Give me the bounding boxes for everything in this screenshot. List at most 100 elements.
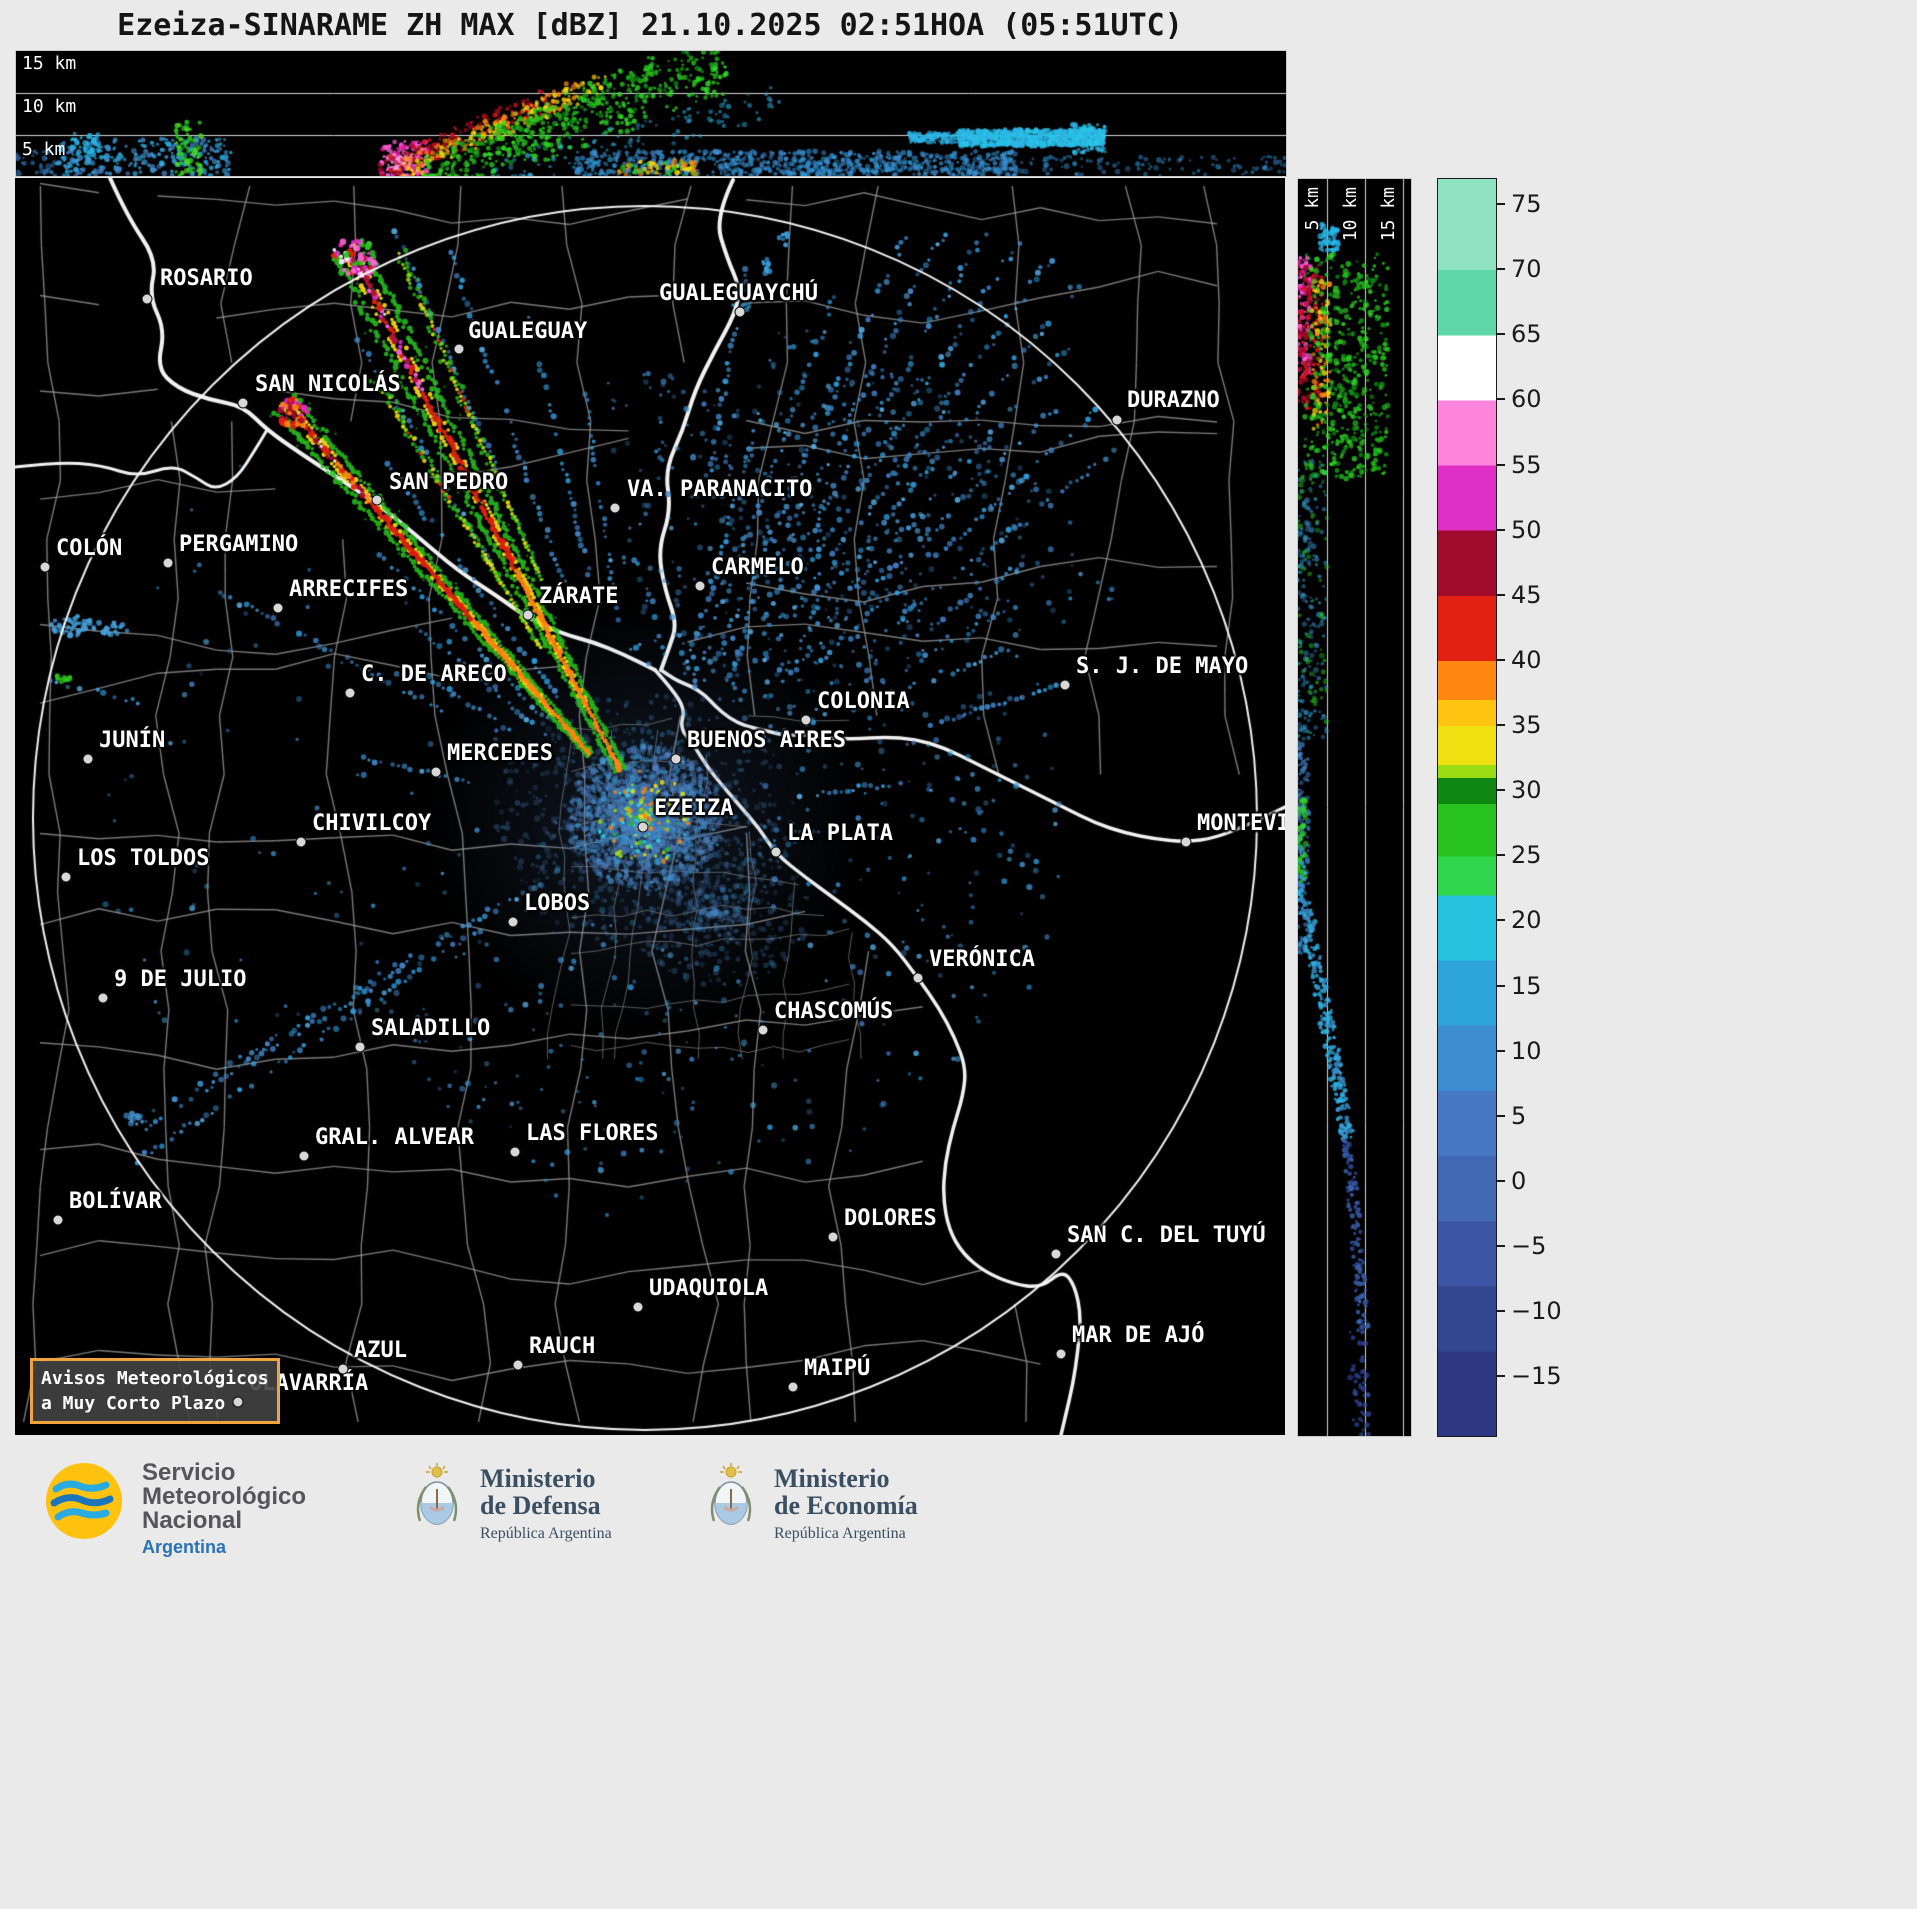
cross-section-right-panel: 5 km 10 km 15 km — [1297, 178, 1412, 1437]
colorbar-tick-mark — [1497, 203, 1505, 206]
city-label: GRAL. ALVEAR — [315, 1125, 474, 1150]
city-label: VA. PARANACITO — [627, 477, 813, 502]
altitude-label-15km: 15 km — [22, 53, 77, 74]
city-dot — [637, 821, 649, 833]
city-dot — [800, 714, 812, 726]
city-dot — [632, 1301, 644, 1313]
colorbar-tick-mark — [1497, 1114, 1505, 1117]
cross-section-right-canvas — [1298, 179, 1411, 1436]
city-label: GUALEGUAY — [468, 319, 588, 344]
city-dot — [912, 972, 924, 984]
city-dot — [1055, 1348, 1067, 1360]
defensa-line1: Ministerio — [480, 1464, 596, 1493]
colorbar-tick-mark — [1497, 919, 1505, 922]
cross-section-top-canvas — [16, 51, 1286, 176]
defensa-line2: de Defensa — [480, 1491, 601, 1520]
colorbar-tick-mark — [1497, 1375, 1505, 1378]
city-label: UDAQUIOLA — [649, 1276, 769, 1301]
city-dot — [344, 687, 356, 699]
colorbar-tick-mark — [1497, 398, 1505, 401]
city-label: COLÓN — [56, 536, 123, 561]
city-label: LOBOS — [524, 891, 591, 916]
city-label: VERÓNICA — [929, 947, 1035, 972]
colorbar-tick-label: −15 — [1511, 1362, 1562, 1391]
city-dot — [232, 1396, 244, 1408]
colorbar-tick-label: 50 — [1511, 515, 1542, 544]
city-dot — [670, 753, 682, 765]
city-label: CARMELO — [711, 555, 804, 580]
city-label: RAUCH — [529, 1334, 596, 1359]
altitude-label-10km: 10 km — [22, 96, 77, 117]
city-dot — [82, 753, 94, 765]
colorbar-tick-label: 20 — [1511, 906, 1542, 935]
colorbar-tick-label: 75 — [1511, 190, 1542, 219]
city-dot — [507, 916, 519, 928]
city-dot — [770, 846, 782, 858]
colorbar-tick-label: −5 — [1511, 1232, 1547, 1261]
city-dot — [757, 1024, 769, 1036]
city-dot — [694, 580, 706, 592]
city-dot — [97, 992, 109, 1004]
economia-sub: República Argentina — [774, 1525, 906, 1542]
colorbar-tick-mark — [1497, 528, 1505, 531]
colorbar-tick-label: 30 — [1511, 776, 1542, 805]
city-dot — [237, 397, 249, 409]
defensa-sub: República Argentina — [480, 1525, 612, 1542]
colorbar-tick-mark — [1497, 984, 1505, 987]
city-label: MERCEDES — [447, 741, 553, 766]
city-dot — [1111, 414, 1123, 426]
colorbar-tick-mark — [1497, 463, 1505, 466]
city-label: JUNÍN — [99, 728, 166, 753]
warning-box[interactable]: Avisos Meteorológicos a Muy Corto Plazo — [30, 1358, 280, 1424]
smn-line2: Meteorológico — [142, 1483, 307, 1510]
colorbar-tick-label: 65 — [1511, 320, 1542, 349]
footer: Servicio Meteorológico Nacional Argentin… — [0, 1455, 1917, 1909]
cross-section-top-panel: 15 km 10 km 5 km — [15, 50, 1287, 177]
city-label: EZEIZA — [654, 796, 734, 821]
colorbar-tick-mark — [1497, 658, 1505, 661]
colorbar-tick-mark — [1497, 1245, 1505, 1248]
city-dot — [787, 1381, 799, 1393]
radar-map: ROSARIO GUALEGUAYCHÚ GUALEGUAY SAN NICOLÁS D… — [15, 178, 1285, 1435]
city-label: BUENOS AIRES — [687, 728, 846, 753]
colorbar-tick-label: 10 — [1511, 1036, 1542, 1065]
city-dot — [60, 871, 72, 883]
ministry-defensa-block: Ministerio de Defensa República Argentin… — [480, 1465, 612, 1543]
city-label: 9 DE JULIO — [114, 967, 247, 992]
city-dot — [430, 766, 442, 778]
smn-line3: Nacional — [142, 1507, 243, 1534]
colorbar-tick-label: 70 — [1511, 255, 1542, 284]
city-dot — [52, 1214, 64, 1226]
colorbar-tick-label: −10 — [1511, 1297, 1562, 1326]
economia-line1: Ministerio — [774, 1464, 890, 1493]
city-label: LOS TOLDOS — [77, 846, 210, 871]
city-dot — [162, 557, 174, 569]
city-dot — [354, 1041, 366, 1053]
city-dot — [298, 1150, 310, 1162]
altitude-label-5km: 5 km — [22, 139, 66, 160]
city-dot — [1050, 1248, 1062, 1260]
coat-of-arms-icon — [406, 1463, 468, 1533]
city-label: AZUL — [354, 1338, 407, 1363]
city-label: SALADILLO — [371, 1016, 491, 1041]
city-label: BOLÍVAR — [69, 1189, 162, 1214]
city-label: SAN NICOLÁS — [255, 372, 401, 397]
colorbar-tick-mark — [1497, 333, 1505, 336]
city-label: C. DE ARECO — [361, 662, 507, 687]
colorbar-tick-label: 35 — [1511, 711, 1542, 740]
altitude-label-15km-vertical: 15 km — [1378, 187, 1399, 242]
altitude-label-5km-vertical: 5 km — [1302, 187, 1323, 231]
economia-line2: de Economía — [774, 1491, 918, 1520]
city-dot — [1059, 679, 1071, 691]
city-dot — [512, 1359, 524, 1371]
smn-country: Argentina — [142, 1537, 227, 1557]
colorbar-tick-mark — [1497, 789, 1505, 792]
colorbar-tick-label: 45 — [1511, 580, 1542, 609]
colorbar-gradient — [1438, 179, 1496, 1436]
city-label: LA PLATA — [787, 821, 893, 846]
city-label: MAR DE AJÓ — [1072, 1323, 1205, 1348]
colorbar-tick-label: 55 — [1511, 450, 1542, 479]
city-dot — [1180, 836, 1192, 848]
city-label: ROSARIO — [160, 266, 253, 291]
